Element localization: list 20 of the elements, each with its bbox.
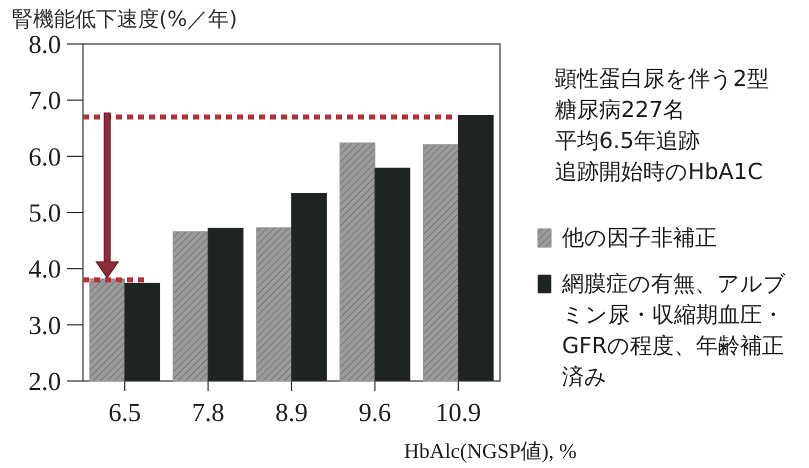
legend-label: 網膜症の有無、アルブミン尿・収縮期血圧・GFRの程度、年齢補正済み [561,272,786,390]
text: 顕性蛋白尿を伴う2型 [554,67,769,92]
y-tick-label: 2.0 [28,367,61,396]
y-tick-label: 3.0 [28,310,61,340]
x-axis-title: HbAlc(NGSP値), % [404,439,577,463]
x-tick-label: 9.6 [358,398,392,427]
y-axis-title: 腎機能低下速度(%／年) [12,7,238,31]
legend-label: 他の因子非補正 [562,226,717,251]
y-tick-label: 7.0 [28,86,61,116]
y-tick-label: 4.0 [28,254,61,284]
x-tick-label: 6.5 [108,398,141,427]
x-tick-label: 10.9 [436,398,482,427]
x-tick-label: 7.8 [192,398,224,427]
y-tick-label: 8.0 [28,30,61,59]
text: 平均6.5年追跡 [555,129,700,154]
text: 追跡開始時のHbA1C [555,160,763,185]
y-tick-label: 6.0 [28,142,61,172]
y-tick-label: 5.0 [28,198,61,228]
x-tick-label: 8.9 [275,398,308,427]
text: 糖尿病227名 [555,98,685,123]
